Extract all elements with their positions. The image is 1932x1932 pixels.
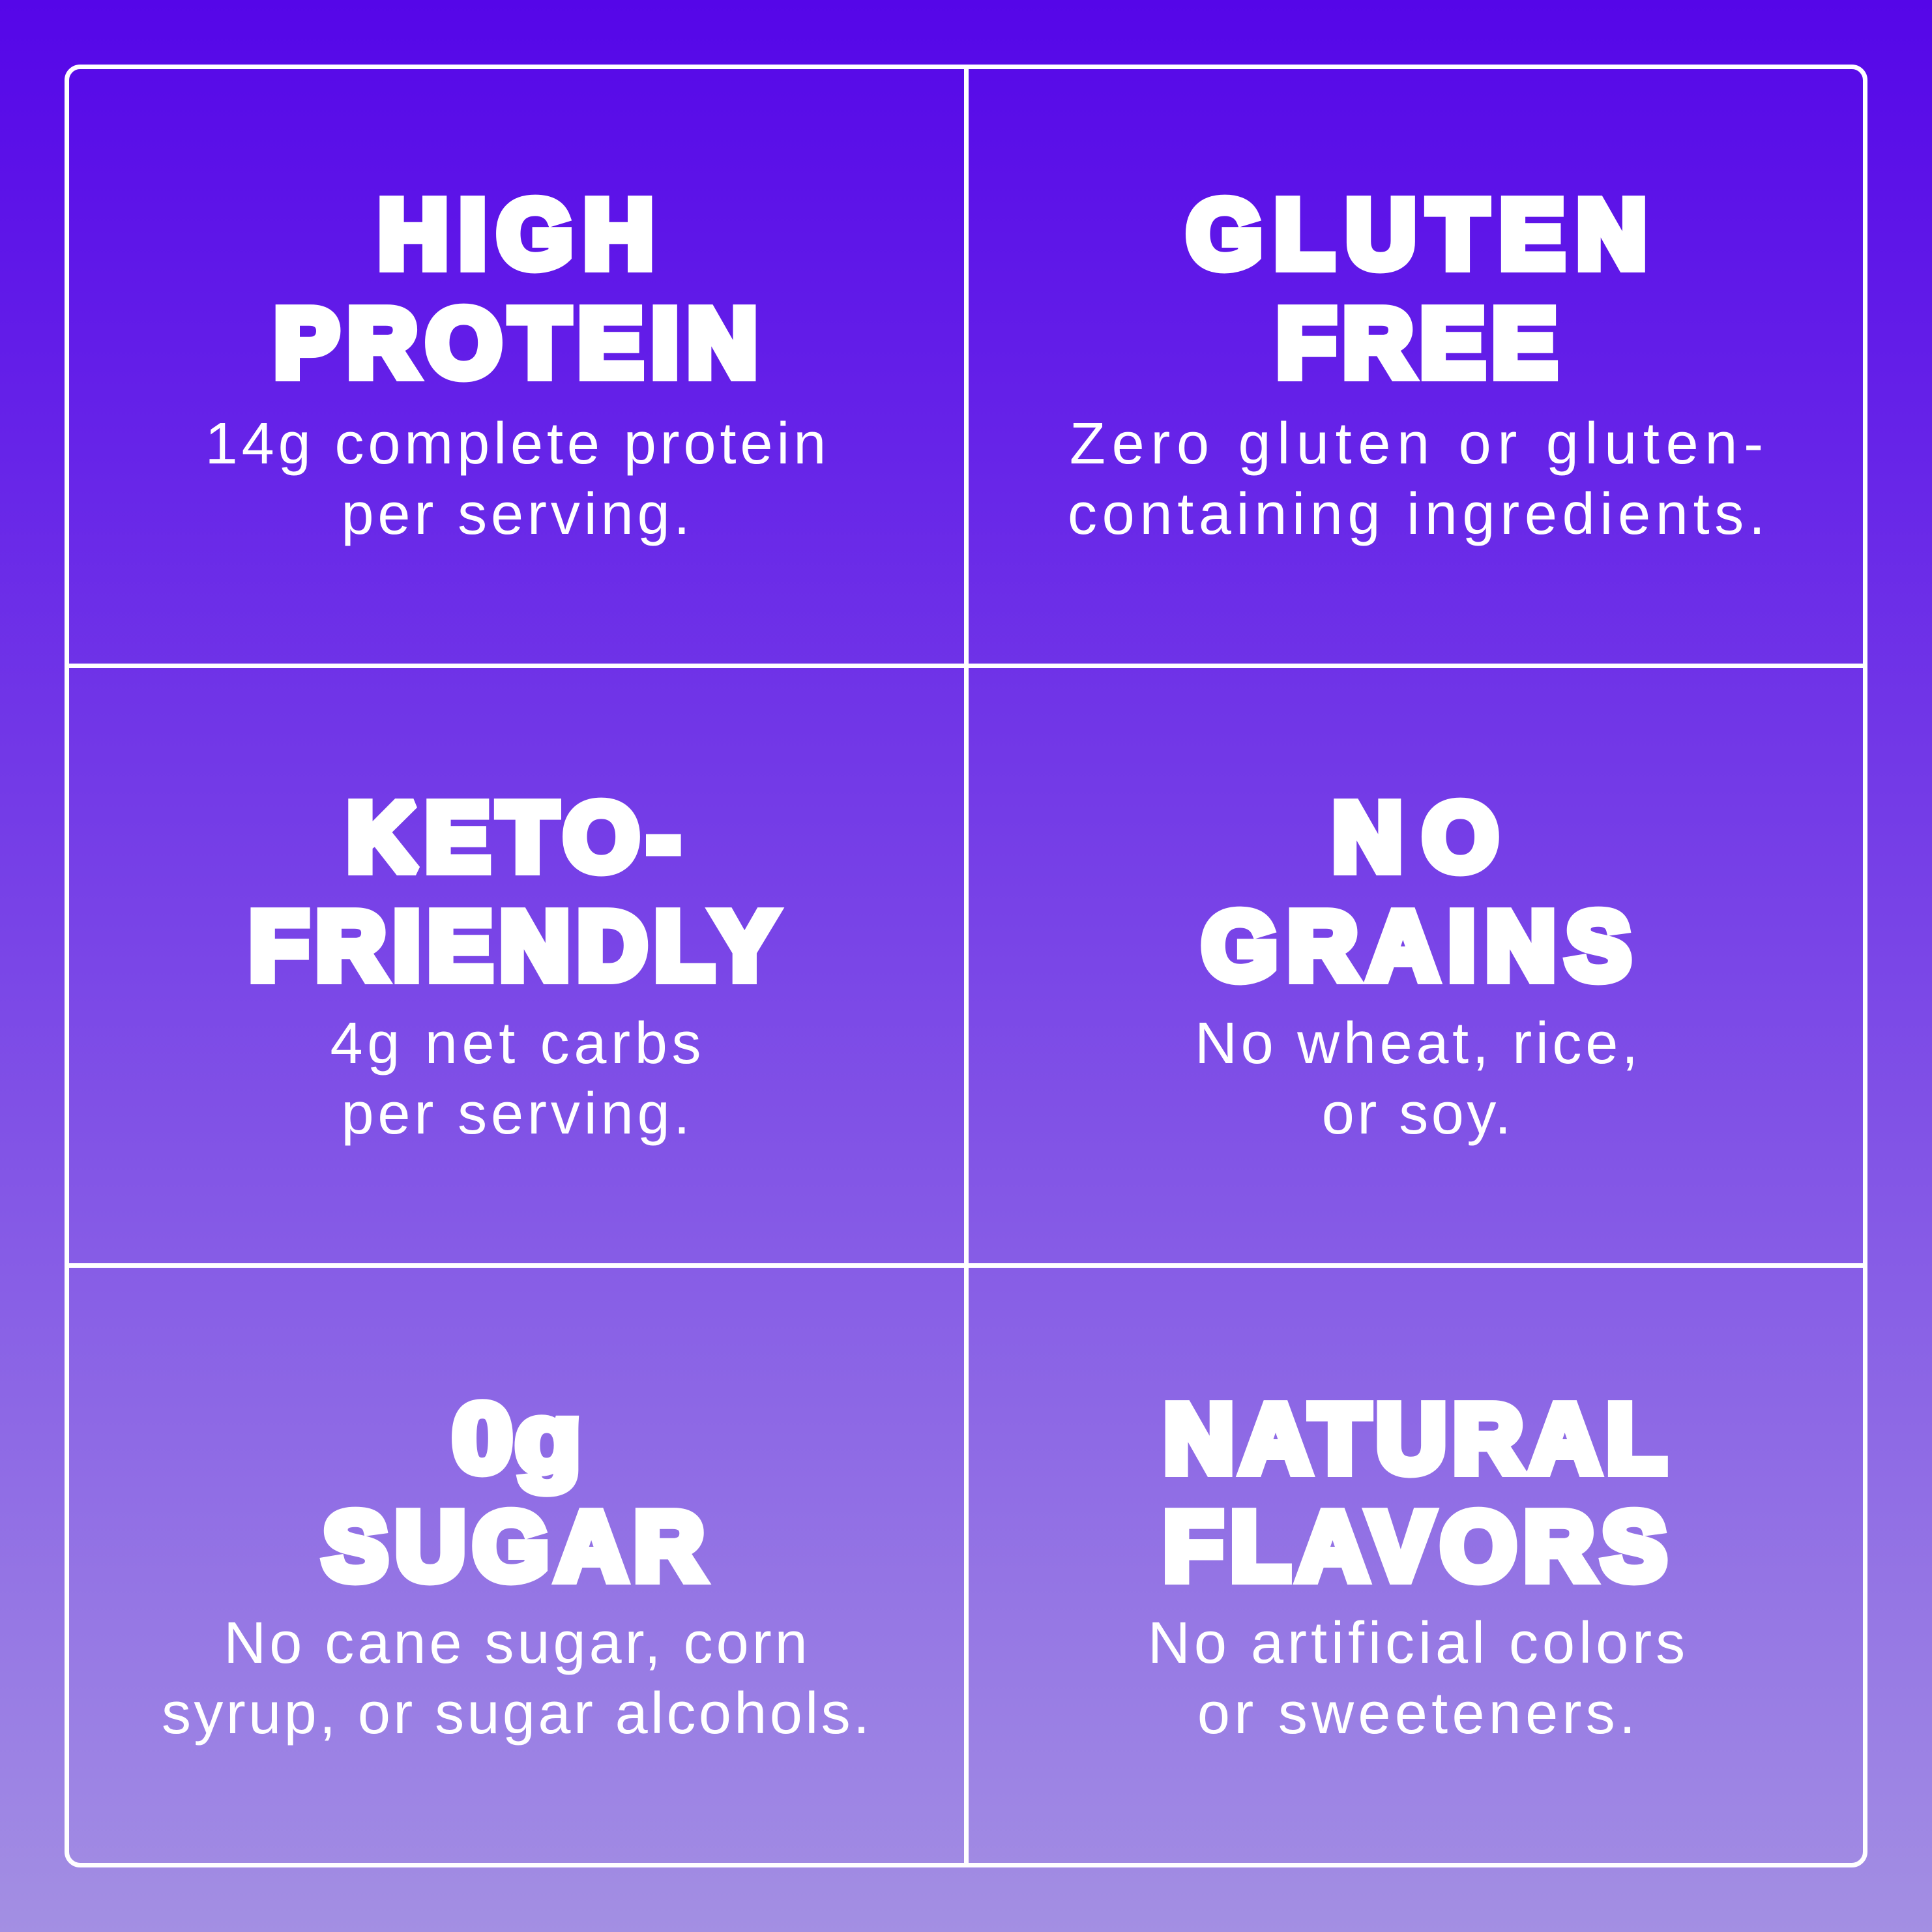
svg-text:SUGAR: SUGAR (323, 1493, 712, 1600)
svg-text:0g: 0g (452, 1384, 583, 1493)
svg-text:HIGH: HIGH (378, 181, 664, 288)
svg-text:NO: NO (1332, 783, 1518, 891)
svg-text:FLAVORS: FLAVORS (1164, 1493, 1675, 1600)
svg-text:GLUTEN: GLUTEN (1187, 181, 1659, 288)
svg-text:KETO-: KETO- (347, 783, 688, 891)
svg-text:FREE: FREE (1277, 289, 1564, 397)
svg-text:GRAINS: GRAINS (1202, 892, 1641, 1000)
svg-text:FRIENDLY: FRIENDLY (250, 892, 785, 1000)
svg-text:NATURAL: NATURAL (1164, 1385, 1673, 1493)
svg-text:PROTEIN: PROTEIN (274, 289, 766, 397)
